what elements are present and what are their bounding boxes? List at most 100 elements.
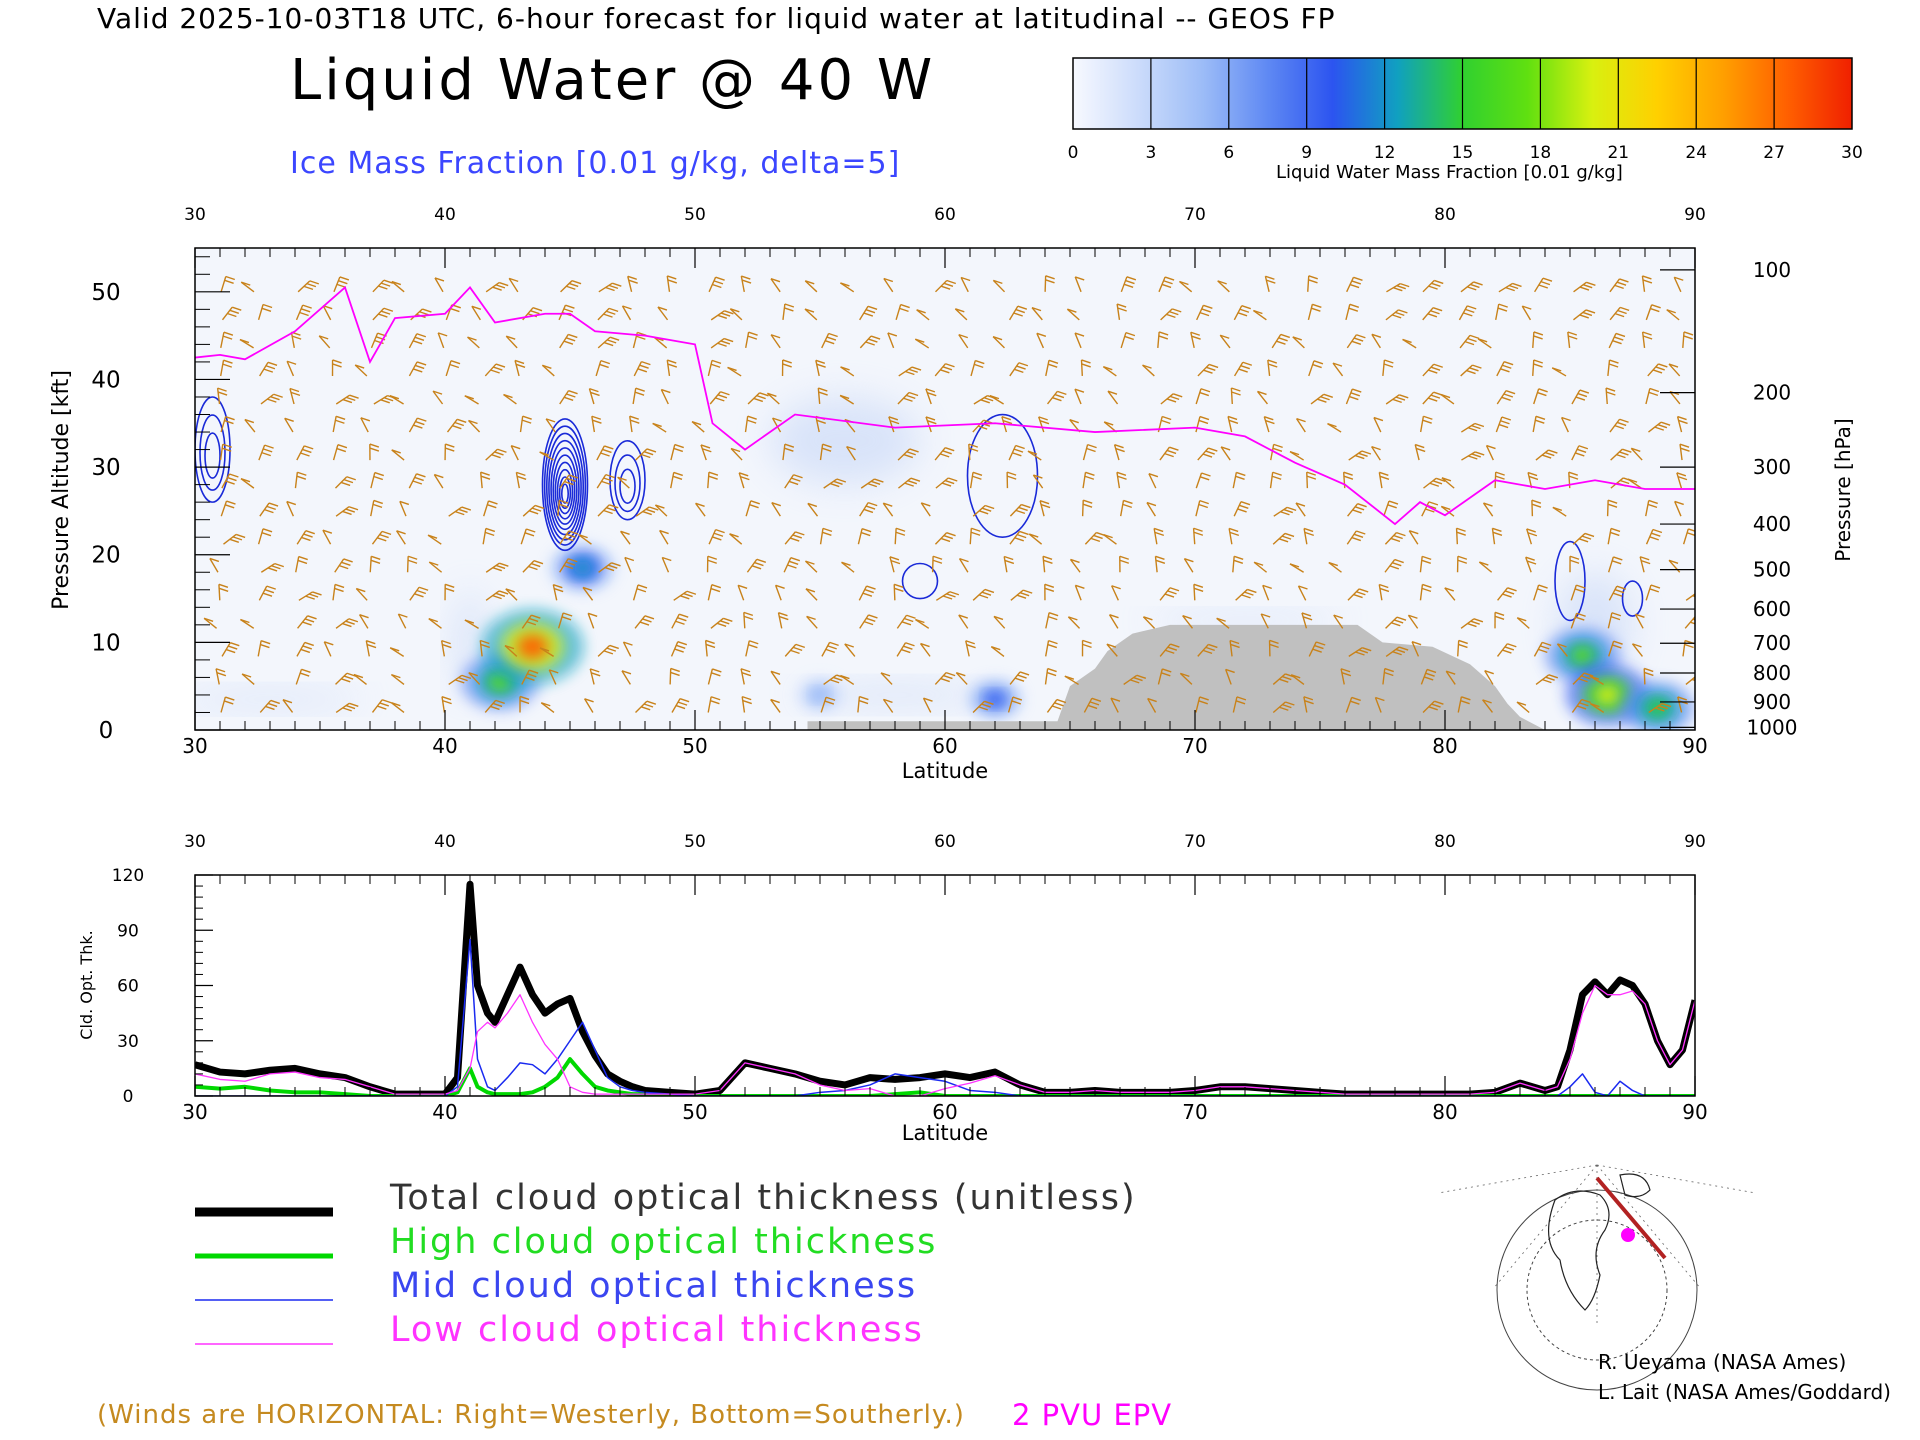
- wind-barb-flag: [826, 336, 837, 341]
- wind-barb-flag: [603, 477, 613, 482]
- wind-barb: [505, 588, 518, 601]
- wind-barb: [441, 696, 446, 713]
- wind-barb-flag: [1522, 305, 1532, 310]
- wind-barb-flag: [533, 560, 544, 565]
- wind-barb-flag: [539, 451, 549, 456]
- wind-barb: [1345, 304, 1351, 321]
- wind-barb-flag: [349, 702, 359, 707]
- wind-barb-flag: [1584, 672, 1594, 677]
- wind-barb-flag: [1237, 312, 1248, 317]
- wind-barb-flag: [821, 447, 832, 452]
- wind-barb-flag: [883, 277, 894, 283]
- wind-barb-flag: [1327, 422, 1337, 428]
- wind-barb: [1074, 332, 1082, 349]
- wind-barb-flag: [1482, 699, 1492, 704]
- wind-barb-flag: [1371, 445, 1381, 451]
- wind-barb-flag: [1029, 533, 1039, 538]
- wind-barb-flag: [414, 476, 424, 482]
- wind-barb: [1160, 393, 1174, 405]
- wind-barb-flag: [636, 335, 646, 340]
- wind-barb-flag: [1011, 700, 1022, 705]
- wind-barb: [1373, 417, 1382, 433]
- wind-barb-flag: [1240, 364, 1250, 370]
- wind-barb: [817, 387, 821, 405]
- wind-barb-flag: [1043, 559, 1053, 564]
- wind-barb-flag: [1679, 443, 1690, 448]
- wind-barb-flag: [1428, 706, 1438, 711]
- wind-barb-flag: [1312, 363, 1322, 369]
- wind-barb: [1673, 276, 1682, 293]
- wind-barb-flag: [1161, 419, 1171, 425]
- line-plot-area: [195, 880, 1695, 1096]
- wind-barb-flag: [1182, 615, 1192, 620]
- wind-barb-flag: [419, 311, 429, 316]
- wind-barb-flag: [414, 364, 425, 370]
- wind-barb-flag: [458, 676, 468, 682]
- x-tick-label: 80: [1432, 734, 1457, 758]
- wind-barb: [958, 614, 969, 629]
- wind-barb-flag: [1651, 532, 1661, 537]
- wind-barb-flag: [1505, 390, 1516, 395]
- wind-barb: [1228, 528, 1233, 545]
- wind-barb-flag: [1666, 309, 1676, 314]
- wind-barb-flag: [674, 443, 684, 449]
- wind-barb: [244, 419, 256, 433]
- cross-section-panel: 3030404050506060707080809090010203040501…: [49, 205, 1855, 783]
- wind-barb-flag: [528, 669, 539, 674]
- wind-barb-flag: [218, 587, 229, 592]
- wind-barb-flag: [695, 502, 705, 507]
- wind-barb-flag: [1501, 416, 1512, 421]
- wind-barb-flag: [620, 530, 630, 535]
- wind-barb-flag: [784, 303, 795, 308]
- x-tick-label: 70: [1182, 734, 1207, 758]
- wind-barb-flag: [888, 416, 899, 421]
- wind-barb: [700, 444, 707, 461]
- wind-barb-flag: [741, 275, 751, 280]
- wind-barb-flag: [863, 312, 874, 317]
- wind-barb: [804, 280, 818, 293]
- wind-barb-flag: [480, 471, 490, 476]
- wind-barb-flag: [968, 447, 979, 452]
- wind-barb-flag: [1166, 313, 1176, 319]
- wind-barb-flag: [488, 500, 498, 505]
- wind-barb-flag: [1200, 388, 1211, 393]
- wind-barb-flag: [946, 593, 956, 598]
- wind-barbs: [203, 275, 1695, 714]
- wind-barb-flag: [342, 622, 352, 628]
- wind-barb-flag: [608, 564, 618, 569]
- wind-barb-flag: [717, 314, 728, 320]
- wind-barb-flag: [1393, 287, 1403, 292]
- wind-barb: [396, 530, 406, 545]
- wind-barb-flag: [223, 331, 234, 336]
- wind-barb-flag: [1239, 504, 1249, 509]
- wind-barb-flag: [708, 475, 718, 480]
- wind-barb: [766, 392, 780, 405]
- wind-barb-flag: [1146, 501, 1157, 507]
- wind-barb: [318, 335, 331, 349]
- wind-barb-flag: [816, 419, 826, 424]
- wind-barb: [1082, 444, 1089, 461]
- wind-barb-flag: [629, 415, 639, 420]
- wind-barb-flag: [749, 640, 759, 645]
- wind-barb-flag: [1051, 705, 1062, 710]
- wind-barb: [1303, 696, 1308, 713]
- wind-barb: [707, 472, 710, 489]
- wind-barb-flag: [1115, 447, 1125, 453]
- wind-barb-flag: [379, 533, 389, 539]
- wind-barb-flag: [677, 701, 688, 706]
- wind-barb: [857, 528, 863, 545]
- wind-barb: [804, 560, 818, 573]
- wind-barb-flag: [217, 387, 227, 392]
- wind-barb-flag: [942, 366, 953, 371]
- wind-barb: [774, 585, 782, 601]
- wind-barb-flag: [1611, 612, 1622, 617]
- wind-barb: [548, 669, 557, 685]
- wind-barb-flag: [978, 510, 989, 515]
- wind-barb: [1217, 280, 1230, 293]
- wind-barb-flag: [1262, 584, 1272, 590]
- wind-barb: [1328, 561, 1342, 573]
- wind-barb-flag: [1384, 671, 1394, 677]
- wind-barb-flag: [945, 671, 956, 677]
- wind-barb-flag: [345, 508, 356, 513]
